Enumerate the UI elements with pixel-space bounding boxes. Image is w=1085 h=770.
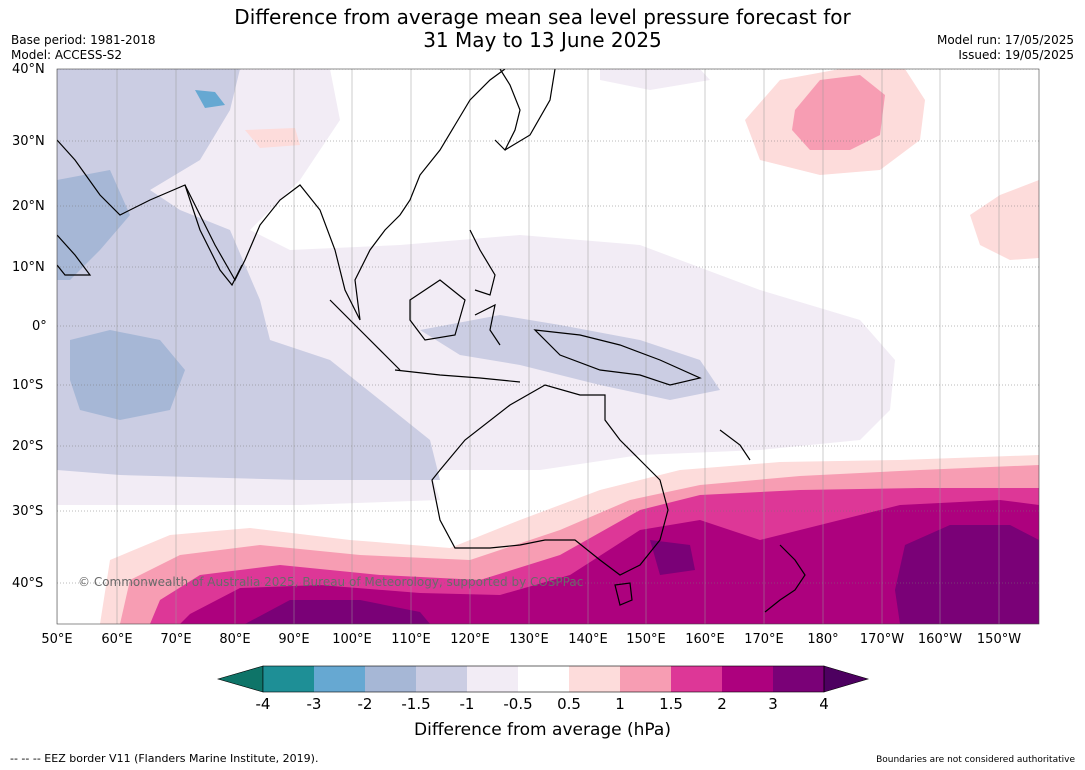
- colorbar-tick-label: -1.5: [401, 695, 431, 713]
- lon-label: 150°W: [976, 632, 1022, 647]
- lat-label: 20°N: [12, 199, 45, 214]
- colorbar-swatch: [620, 666, 671, 692]
- lat-label: 0°: [32, 319, 47, 334]
- lat-label: 20°S: [12, 439, 44, 454]
- lon-label: 60°E: [101, 632, 133, 647]
- lon-label: 50°E: [41, 632, 73, 647]
- colorbar-tick-label: -4: [255, 695, 271, 713]
- colorbar-swatch: [722, 666, 773, 692]
- lon-label: 160°W: [917, 632, 963, 647]
- model-run: Model run: 17/05/2025: [936, 33, 1074, 47]
- eez-note: -- -- -- EEZ border V11 (Flanders Marine…: [10, 752, 319, 765]
- colorbar-title: Difference from average (hPa): [414, 720, 671, 740]
- lon-label: 130°E: [509, 632, 549, 647]
- colorbar-swatch: [569, 666, 620, 692]
- model-name: Model: ACCESS-S2: [11, 48, 123, 62]
- colorbar-swatch: [467, 666, 518, 692]
- lon-label: 100°E: [332, 632, 372, 647]
- lon-label: 170°W: [859, 632, 905, 647]
- lon-label: 70°E: [160, 632, 192, 647]
- colorbar-tick-label: 1: [615, 695, 625, 713]
- copyright-notice: © Commonwealth of Australia 2025, Bureau…: [78, 575, 584, 589]
- map-field: [57, 69, 1039, 624]
- colorbar-extend-min: [216, 665, 264, 693]
- title-line-1: Difference from average mean sea level p…: [234, 5, 851, 29]
- colorbar-swatch: [314, 666, 365, 692]
- lat-label: 40°N: [12, 62, 45, 77]
- colorbar-swatch: [671, 666, 722, 692]
- anomaly-region-negative-strong: [70, 330, 185, 420]
- lon-label: 140°E: [568, 632, 608, 647]
- colorbar-swatch: [365, 666, 416, 692]
- coastlines: [57, 69, 806, 613]
- lon-label: 90°E: [278, 632, 310, 647]
- lat-label: 10°N: [12, 260, 45, 275]
- colorbar-tick-label: -3: [306, 695, 322, 713]
- colorbar-tick-label: 0.5: [557, 695, 581, 713]
- colorbar-tick-label: -1: [459, 695, 475, 713]
- lon-label: 110°E: [391, 632, 431, 647]
- lon-label: 180°: [807, 632, 839, 647]
- lon-label: 120°E: [450, 632, 490, 647]
- colorbar-swatch: [773, 666, 824, 692]
- lon-label: 160°E: [685, 632, 725, 647]
- title-line-2: 31 May to 13 June 2025: [423, 28, 662, 52]
- colorbar-swatch: [263, 666, 314, 692]
- boundary-disclaimer: Boundaries are not considered authoritat…: [876, 755, 1075, 765]
- lat-label: 30°S: [12, 504, 44, 519]
- colorbar-tick-label: -0.5: [503, 695, 533, 713]
- lat-label: 10°S: [12, 378, 44, 393]
- colorbar-tick-label: 4: [819, 695, 829, 713]
- colorbar-extend-max: [823, 665, 870, 693]
- colorbar-swatch: [416, 666, 467, 692]
- colorbar-tick-label: -2: [357, 695, 373, 713]
- lat-label: 40°S: [12, 576, 44, 591]
- lon-label: 150°E: [626, 632, 666, 647]
- colorbar: [216, 665, 870, 693]
- issued-date: Issued: 19/05/2025: [958, 48, 1074, 62]
- colorbar-swatch: [518, 666, 569, 692]
- lon-label: 80°E: [219, 632, 251, 647]
- colorbar-tick-label: 2: [717, 695, 727, 713]
- lat-label: 30°N: [12, 134, 45, 149]
- colorbar-tick-label: 1.5: [659, 695, 683, 713]
- colorbar-tick-label: 3: [768, 695, 778, 713]
- lon-label: 170°E: [744, 632, 784, 647]
- base-period: Base period: 1981-2018: [11, 33, 156, 47]
